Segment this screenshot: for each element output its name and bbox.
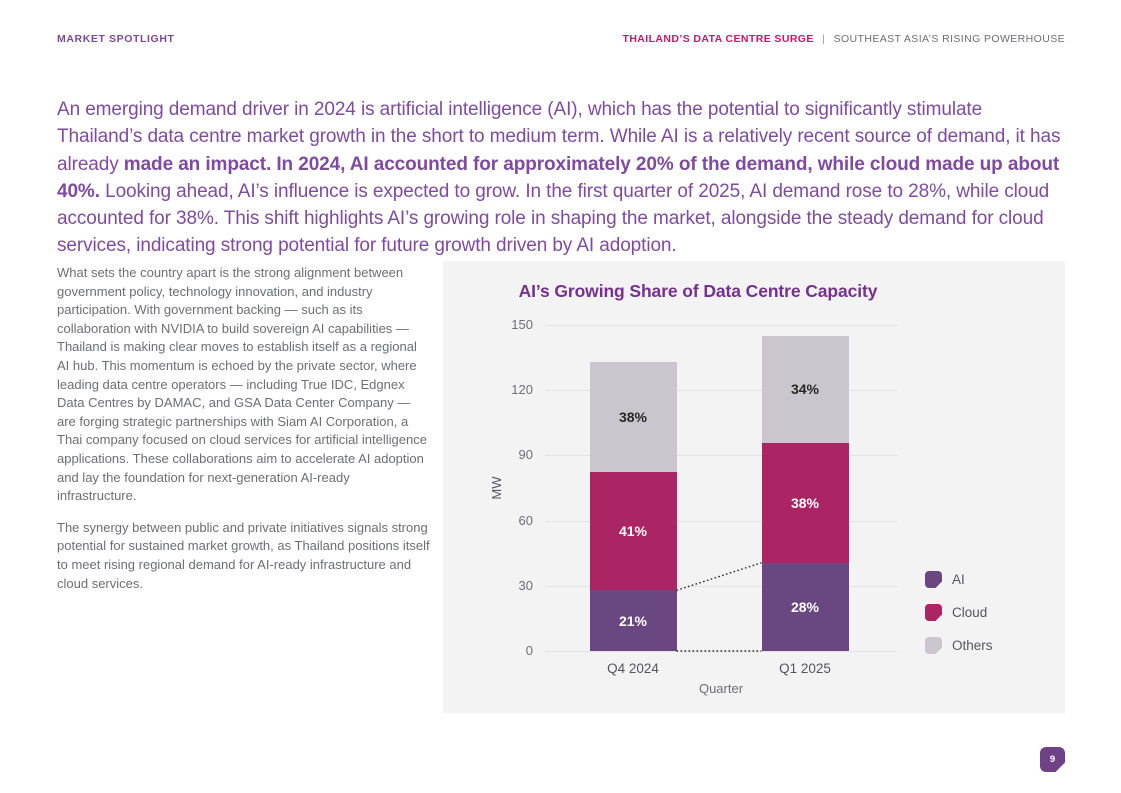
- legend-swatch-ai: [925, 571, 942, 588]
- intro-text-emphasis: made an impact. In 2024, AI accounted fo…: [57, 153, 1060, 202]
- segment-percent-label: 38%: [618, 409, 648, 426]
- y-tick-label: 30: [518, 577, 533, 593]
- header-title-secondary: SOUTHEAST ASIA’S RISING POWERHOUSE: [833, 33, 1065, 45]
- legend-item-others: Others: [925, 637, 993, 654]
- gridline: [545, 325, 897, 326]
- chart-panel: AI’s Growing Share of Data Centre Capaci…: [443, 261, 1065, 713]
- body-text-column: What sets the country apart is the stron…: [57, 264, 430, 593]
- body-paragraph-1: What sets the country apart is the stron…: [57, 265, 427, 504]
- y-tick-label: 120: [511, 382, 533, 398]
- header-report-title: THAILAND’S DATA CENTRE SURGE | SOUTHEAST…: [623, 33, 1065, 45]
- x-axis-label: Quarter: [698, 681, 744, 696]
- gridline: [545, 455, 897, 457]
- legend-label-cloud: Cloud: [952, 605, 988, 620]
- intro-text-end: Looking ahead, AI’s influence is expecte…: [57, 180, 1050, 257]
- gridline: [545, 520, 897, 522]
- x-tick-label: Q4 2024: [607, 661, 659, 676]
- legend-item-ai: AI: [925, 571, 965, 588]
- gridline: [545, 390, 897, 392]
- segment-percent-label: 34%: [790, 381, 820, 398]
- legend-label-ai: AI: [952, 572, 965, 587]
- y-tick-label: 0: [525, 643, 533, 658]
- bar-segment-others: 34%: [761, 335, 849, 443]
- y-tick-label: 60: [518, 512, 533, 528]
- segment-percent-label: 41%: [618, 523, 648, 540]
- page-header: MARKET SPOTLIGHT THAILAND’S DATA CENTRE …: [57, 33, 1065, 45]
- legend-swatch-others: [925, 637, 942, 654]
- legend-swatch-cloud: [925, 604, 942, 621]
- y-tick-label: 150: [511, 317, 533, 332]
- bar-segment-cloud: 41%: [589, 471, 677, 591]
- segment-percent-label: 38%: [790, 494, 820, 511]
- bar-segment-others: 38%: [589, 362, 677, 472]
- legend-label-others: Others: [952, 638, 993, 653]
- header-title-separator: |: [822, 33, 826, 45]
- body-paragraph-2: The synergy between public and private i…: [57, 519, 430, 591]
- legend-item-cloud: Cloud: [925, 604, 987, 621]
- page-number-badge: 9: [1040, 747, 1065, 772]
- segment-percent-label: 21%: [618, 612, 648, 629]
- intro-paragraph: An emerging demand driver in 2024 is art…: [57, 96, 1067, 260]
- gridline: [545, 651, 897, 652]
- header-title-primary: THAILAND’S DATA CENTRE SURGE: [622, 33, 814, 45]
- bar-segment-cloud: 38%: [761, 443, 849, 563]
- chart-title: AI’s Growing Share of Data Centre Capaci…: [518, 281, 878, 301]
- bar-segment-ai: 28%: [761, 562, 849, 651]
- intro-text-start: An emerging demand driver in 2024 is art…: [57, 99, 1061, 175]
- x-tick-label: Q1 2025: [779, 661, 831, 676]
- bar-segment-ai: 21%: [589, 590, 677, 651]
- segment-percent-label: 28%: [790, 598, 820, 615]
- header-section-label: MARKET SPOTLIGHT: [57, 33, 175, 45]
- y-tick-label: 90: [518, 447, 533, 463]
- y-axis-label: MW: [489, 476, 504, 500]
- page-number: 9: [1049, 754, 1056, 765]
